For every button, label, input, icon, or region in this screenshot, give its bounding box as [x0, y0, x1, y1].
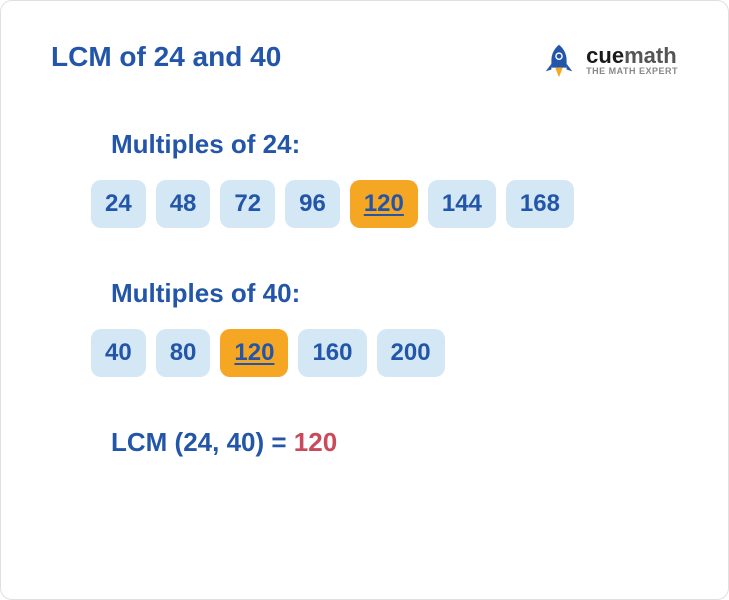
result-label: LCM (24, 40) =: [111, 427, 294, 457]
rocket-icon: [540, 41, 578, 79]
logo: cuemath THE MATH EXPERT: [540, 41, 678, 79]
header: LCM of 24 and 40 cuemath THE MATH EXPERT: [51, 41, 678, 79]
multiple-chip: 24: [91, 180, 146, 228]
multiple-chip: 168: [506, 180, 574, 228]
multiple-chip: 40: [91, 329, 146, 377]
multiple-chip: 48: [156, 180, 211, 228]
logo-subtitle: THE MATH EXPERT: [586, 67, 678, 76]
multiple-chip: 144: [428, 180, 496, 228]
multiple-chip: 160: [298, 329, 366, 377]
multiple-chip: 120: [350, 180, 418, 228]
multiple-chip: 72: [220, 180, 275, 228]
multiples-40-section: Multiples of 40: 4080120160200: [111, 278, 678, 377]
multiple-chip: 120: [220, 329, 288, 377]
page-title: LCM of 24 and 40: [51, 41, 281, 73]
multiples-24-row: 24487296120144168: [91, 180, 678, 228]
multiple-chip: 80: [156, 329, 211, 377]
multiples-24-section: Multiples of 24: 24487296120144168: [111, 129, 678, 228]
result-value: 120: [294, 427, 337, 457]
multiple-chip: 96: [285, 180, 340, 228]
multiple-chip: 200: [377, 329, 445, 377]
logo-math: math: [624, 43, 677, 68]
logo-text-wrap: cuemath THE MATH EXPERT: [586, 45, 678, 76]
logo-cue: cue: [586, 43, 624, 68]
result-line: LCM (24, 40) = 120: [111, 427, 678, 458]
logo-text: cuemath: [586, 45, 678, 67]
multiples-40-row: 4080120160200: [91, 329, 678, 377]
multiples-40-title: Multiples of 40:: [111, 278, 678, 309]
multiples-24-title: Multiples of 24:: [111, 129, 678, 160]
